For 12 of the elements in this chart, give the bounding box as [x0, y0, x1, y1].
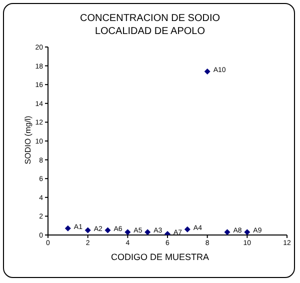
chart-title: CONCENTRACION DE SODIO LOCALIDAD DE APOLO [78, 12, 221, 38]
y-axis-title: SODIO (mg/l) [24, 116, 32, 164]
point [124, 229, 131, 235]
x-axis-title: CODIGO DE MUESTRA [110, 252, 210, 262]
point [204, 68, 210, 74]
point [184, 226, 190, 232]
point [104, 227, 111, 234]
point [84, 227, 91, 234]
point [144, 229, 151, 235]
point [64, 225, 71, 232]
point [244, 229, 250, 235]
point [224, 229, 230, 235]
